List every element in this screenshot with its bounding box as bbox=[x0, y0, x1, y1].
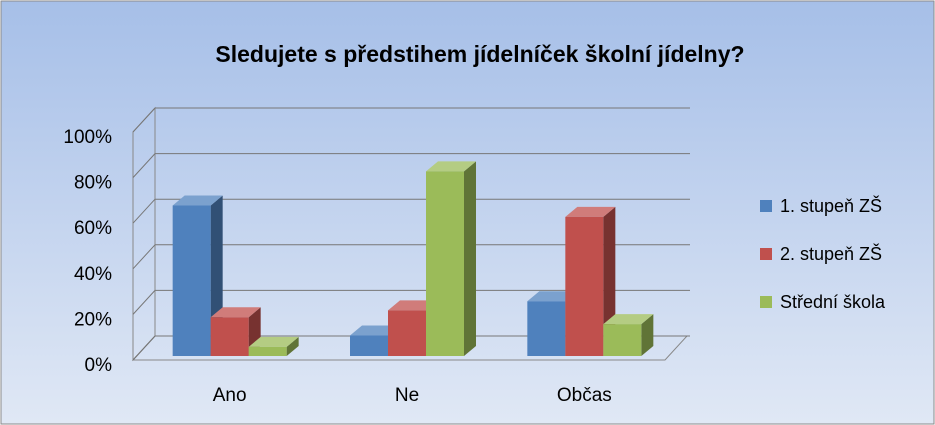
bar-top bbox=[350, 325, 400, 336]
y-tick-label: 20% bbox=[74, 309, 112, 330]
grid-line bbox=[132, 107, 156, 133]
legend-label: Střední škola bbox=[780, 292, 886, 312]
grid-line bbox=[132, 198, 156, 224]
y-tick-label: 0% bbox=[85, 355, 113, 376]
bar-front bbox=[603, 324, 642, 356]
legend-label: 2. stupeň ZŠ bbox=[780, 243, 882, 264]
bar-top bbox=[426, 161, 476, 172]
bar-front bbox=[172, 205, 211, 356]
bar-front bbox=[527, 301, 566, 356]
bar bbox=[248, 336, 299, 356]
bar-top bbox=[603, 314, 654, 325]
x-tick-label: Občas bbox=[557, 385, 612, 406]
bar-side bbox=[286, 336, 299, 356]
y-tick-label: 60% bbox=[74, 218, 112, 239]
grid-line bbox=[132, 244, 156, 270]
grid-line bbox=[132, 335, 156, 361]
y-tick-label: 100% bbox=[63, 127, 112, 148]
y-tick-label: 40% bbox=[74, 264, 112, 285]
legend-swatch bbox=[760, 296, 772, 308]
bar-front bbox=[210, 317, 249, 356]
bar bbox=[603, 314, 654, 356]
bar-top bbox=[527, 291, 578, 302]
bar bbox=[426, 161, 476, 356]
bar-front bbox=[565, 216, 604, 356]
bar-top bbox=[210, 307, 261, 318]
grid-line bbox=[132, 153, 156, 178]
x-tick-label: Ano bbox=[213, 385, 247, 406]
bar-front bbox=[426, 171, 464, 356]
bar-top bbox=[248, 336, 299, 347]
bar-front bbox=[388, 310, 426, 356]
y-tick-label: 80% bbox=[74, 173, 112, 194]
bar-side bbox=[464, 161, 476, 356]
grid-line bbox=[132, 290, 156, 315]
legend-label: 1. stupeň ZŠ bbox=[780, 195, 882, 216]
legend-swatch bbox=[760, 200, 772, 212]
bar-top bbox=[388, 300, 438, 311]
bar-front bbox=[248, 346, 287, 356]
legend-swatch bbox=[760, 248, 772, 260]
chart-title: Sledujete s předstihem jídelníček školní… bbox=[215, 41, 744, 67]
bar-front bbox=[350, 335, 388, 356]
x-tick-label: Ne bbox=[395, 385, 419, 406]
bar-side bbox=[641, 314, 654, 356]
bar-top bbox=[172, 195, 223, 206]
bar-top bbox=[565, 206, 616, 217]
